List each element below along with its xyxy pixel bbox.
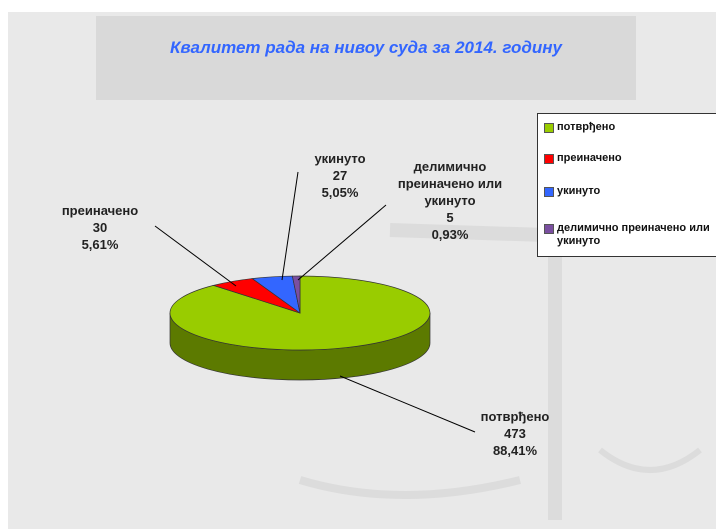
label-value: 5 bbox=[446, 210, 454, 225]
label-value: 30 bbox=[92, 220, 108, 235]
legend-entry: потврђено bbox=[544, 121, 716, 134]
pie-slice bbox=[291, 275, 301, 314]
legend-label: потврђено bbox=[557, 121, 616, 133]
label-percent: 0,93% bbox=[431, 227, 469, 242]
legend-label: укинуто bbox=[557, 185, 601, 197]
title-box bbox=[96, 16, 636, 100]
legend-swatch bbox=[544, 187, 554, 197]
leader-line bbox=[297, 204, 387, 281]
label-percent: 5,61% bbox=[81, 237, 119, 252]
legend-entry: делимично преиначено или укинуто bbox=[544, 222, 716, 248]
data-label: преиначено 30 5,61% bbox=[40, 202, 160, 253]
legend-label: делимично преиначено или укинуто bbox=[557, 222, 710, 247]
legend: потврђено преиначено укинуто делимично преи… bbox=[537, 113, 716, 257]
legend-label: преиначено bbox=[557, 152, 622, 164]
legend-swatch bbox=[544, 154, 554, 164]
data-label: потврђено 473 88,41% bbox=[455, 408, 575, 459]
label-percent: 5,05% bbox=[321, 185, 359, 200]
label-category: делимично преиначено или укинуто bbox=[397, 159, 503, 208]
label-category: укинуто bbox=[314, 151, 366, 166]
data-label: укинуто 27 5,05% bbox=[280, 150, 400, 201]
data-label: делимично преиначено или укинуто 5 0,93% bbox=[385, 158, 515, 243]
chart-title: Квалитет рада на нивоу суда за 2014. год… bbox=[169, 38, 563, 57]
leader-line bbox=[281, 171, 299, 281]
legend-entry: преиначено bbox=[544, 152, 716, 165]
leader-line bbox=[339, 375, 476, 433]
label-value: 27 bbox=[332, 168, 348, 183]
legend-swatch bbox=[544, 224, 554, 234]
leader-line bbox=[154, 225, 237, 287]
label-category: преиначено bbox=[61, 203, 139, 218]
label-category: потврђено bbox=[480, 409, 550, 424]
legend-entry: укинуто bbox=[544, 185, 716, 198]
label-percent: 88,41% bbox=[492, 443, 538, 458]
legend-swatch bbox=[544, 123, 554, 133]
label-value: 473 bbox=[504, 426, 526, 441]
